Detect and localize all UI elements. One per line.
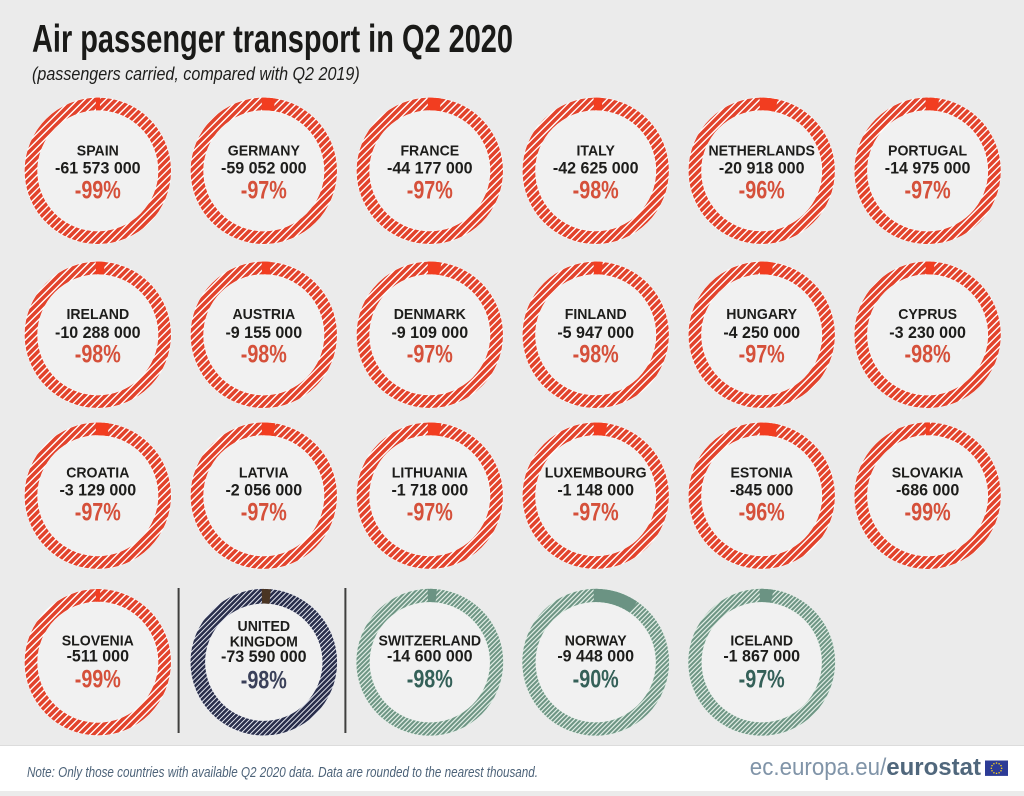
svg-text:ICELAND: ICELAND — [730, 633, 793, 650]
svg-text:-97%: -97% — [241, 499, 287, 527]
svg-text:SLOVENIA: SLOVENIA — [62, 633, 134, 650]
svg-text:Air passenger transport in Q2: Air passenger transport in Q2 2020 — [32, 18, 513, 61]
svg-text:-4 250 000: -4 250 000 — [723, 323, 800, 342]
svg-text:ESTONIA: ESTONIA — [731, 465, 794, 482]
svg-text:-97%: -97% — [739, 341, 785, 369]
svg-text:eurostat: eurostat — [886, 754, 981, 781]
svg-text:Note: Only those countries wit: Note: Only those countries with availabl… — [27, 764, 538, 781]
svg-text:HUNGARY: HUNGARY — [726, 306, 797, 323]
svg-text:NETHERLANDS: NETHERLANDS — [708, 143, 815, 160]
svg-text:FRANCE: FRANCE — [400, 143, 459, 160]
svg-text:-59 052 000: -59 052 000 — [221, 159, 307, 178]
svg-text:(passengers carried, compared: (passengers carried, compared with Q2 20… — [32, 63, 360, 84]
svg-text:-97%: -97% — [739, 665, 785, 693]
svg-text:-97%: -97% — [573, 499, 619, 527]
svg-text:IRELAND: IRELAND — [66, 306, 129, 323]
svg-text:-1 867 000: -1 867 000 — [723, 646, 800, 665]
svg-text:GERMANY: GERMANY — [228, 143, 300, 160]
svg-text:-14 600 000: -14 600 000 — [387, 646, 473, 665]
svg-text:LITHUANIA: LITHUANIA — [392, 465, 468, 482]
svg-text:-10 288 000: -10 288 000 — [55, 323, 141, 342]
svg-text:-14 975 000: -14 975 000 — [885, 159, 971, 178]
svg-text:-99%: -99% — [75, 665, 121, 693]
svg-text:-1 148 000: -1 148 000 — [557, 480, 634, 499]
svg-text:CROATIA: CROATIA — [66, 465, 129, 482]
svg-text:-3 129 000: -3 129 000 — [59, 480, 136, 499]
svg-text:ITALY: ITALY — [577, 143, 615, 160]
svg-text:-9 448 000: -9 448 000 — [557, 646, 634, 665]
svg-text:-9 155 000: -9 155 000 — [225, 323, 302, 342]
svg-text:-98%: -98% — [905, 341, 951, 369]
svg-text:-511 000: -511 000 — [67, 646, 129, 665]
svg-text:-42 625 000: -42 625 000 — [553, 159, 639, 178]
svg-text:-98%: -98% — [573, 341, 619, 369]
svg-text:LUXEMBOURG: LUXEMBOURG — [545, 465, 647, 482]
svg-text:-20 918 000: -20 918 000 — [719, 159, 805, 178]
svg-text:ec.europa.eu/: ec.europa.eu/ — [750, 754, 887, 781]
svg-text:-96%: -96% — [739, 499, 785, 527]
svg-text:SWITZERLAND: SWITZERLAND — [379, 633, 482, 650]
svg-text:-9 109 000: -9 109 000 — [391, 323, 468, 342]
svg-text:DENMARK: DENMARK — [394, 306, 466, 323]
svg-text:CYPRUS: CYPRUS — [898, 306, 957, 323]
svg-text:-845 000: -845 000 — [730, 480, 793, 499]
svg-text:-98%: -98% — [241, 666, 287, 694]
svg-text:-99%: -99% — [75, 176, 121, 204]
svg-text:-61 573 000: -61 573 000 — [55, 159, 141, 178]
svg-text:-97%: -97% — [75, 499, 121, 527]
svg-text:LATVIA: LATVIA — [239, 465, 289, 482]
svg-text:NORWAY: NORWAY — [565, 633, 627, 650]
svg-text:UNITED: UNITED — [238, 618, 291, 635]
svg-text:-97%: -97% — [905, 176, 951, 204]
svg-text:-73 590 000: -73 590 000 — [221, 647, 307, 666]
svg-text:-97%: -97% — [407, 499, 453, 527]
svg-text:-5 947 000: -5 947 000 — [557, 323, 634, 342]
svg-text:-98%: -98% — [241, 341, 287, 369]
svg-text:-96%: -96% — [739, 176, 785, 204]
svg-text:-3 230 000: -3 230 000 — [889, 323, 966, 342]
svg-text:AUSTRIA: AUSTRIA — [232, 306, 295, 323]
svg-text:KINGDOM: KINGDOM — [230, 633, 298, 650]
svg-text:-98%: -98% — [75, 341, 121, 369]
svg-text:-2 056 000: -2 056 000 — [225, 480, 302, 499]
svg-text:SPAIN: SPAIN — [77, 143, 119, 160]
svg-text:SLOVAKIA: SLOVAKIA — [892, 465, 964, 482]
svg-text:PORTUGAL: PORTUGAL — [888, 143, 967, 160]
svg-text:-98%: -98% — [573, 176, 619, 204]
svg-text:-98%: -98% — [407, 665, 453, 693]
svg-text:-97%: -97% — [407, 341, 453, 369]
svg-text:-1 718 000: -1 718 000 — [391, 480, 468, 499]
svg-text:-90%: -90% — [573, 665, 619, 693]
svg-text:-97%: -97% — [241, 176, 287, 204]
svg-text:-44 177 000: -44 177 000 — [387, 159, 473, 178]
svg-text:FINLAND: FINLAND — [565, 306, 627, 323]
svg-text:-99%: -99% — [905, 499, 951, 527]
svg-text:-97%: -97% — [407, 176, 453, 204]
svg-text:-686 000: -686 000 — [896, 480, 959, 499]
